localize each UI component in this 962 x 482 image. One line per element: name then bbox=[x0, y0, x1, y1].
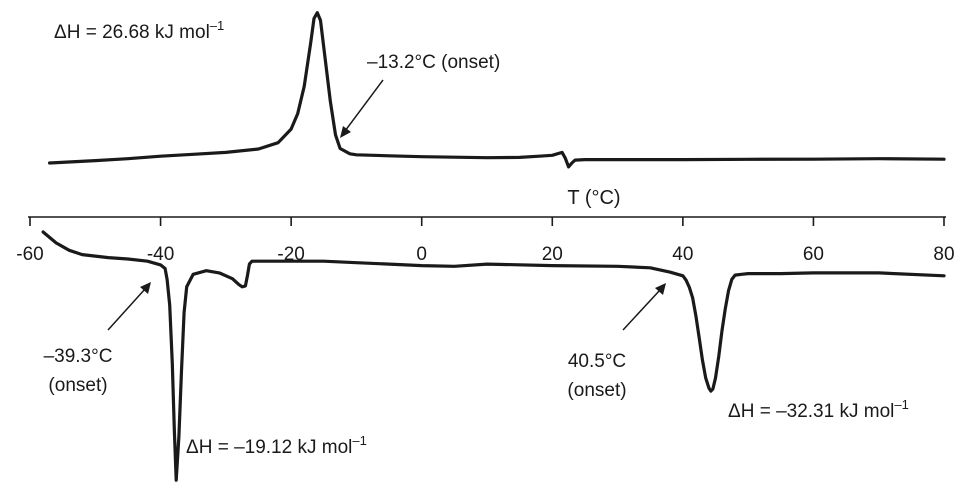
high-onset-arrow bbox=[622, 289, 661, 331]
high-onset-arrowhead bbox=[655, 283, 666, 295]
x-tick-label: 60 bbox=[803, 244, 824, 265]
cooling-curve bbox=[48, 11, 946, 169]
cooling-onset-label: –13.2°C (onset) bbox=[367, 52, 500, 73]
x-tick-label: -60 bbox=[16, 244, 43, 265]
x-tick-label: -40 bbox=[147, 244, 174, 265]
x-tick-label: 80 bbox=[933, 244, 954, 265]
x-tick-label: 0 bbox=[416, 244, 427, 265]
high-onset-word-label: (onset) bbox=[567, 380, 626, 401]
low-onset-value-label: –39.3°C bbox=[44, 346, 113, 367]
cooling-onset-arrow bbox=[344, 79, 384, 132]
high-enthalpy-label: ΔH = –32.31 kJ mol–1 bbox=[728, 397, 909, 422]
cooling-enthalpy-label: ΔH = 26.68 kJ mol–1 bbox=[54, 18, 224, 43]
cooling-onset-arrowhead bbox=[340, 126, 351, 138]
high-onset-value-label: 40.5°C bbox=[568, 351, 626, 372]
low-enthalpy-label: ΔH = –19.12 kJ mol–1 bbox=[186, 433, 367, 458]
x-axis-ticks bbox=[29, 217, 945, 226]
heating-curve bbox=[41, 230, 946, 482]
x-tick-label: 20 bbox=[542, 244, 563, 265]
low-onset-arrowhead bbox=[140, 282, 151, 294]
x-axis-title: T (°C) bbox=[567, 187, 620, 209]
low-onset-word-label: (onset) bbox=[48, 375, 107, 396]
low-onset-arrow bbox=[107, 288, 146, 331]
x-axis-tick-labels: -60 -40 -20 0 20 40 60 80 bbox=[16, 244, 954, 265]
x-tick-label: 40 bbox=[672, 244, 693, 265]
